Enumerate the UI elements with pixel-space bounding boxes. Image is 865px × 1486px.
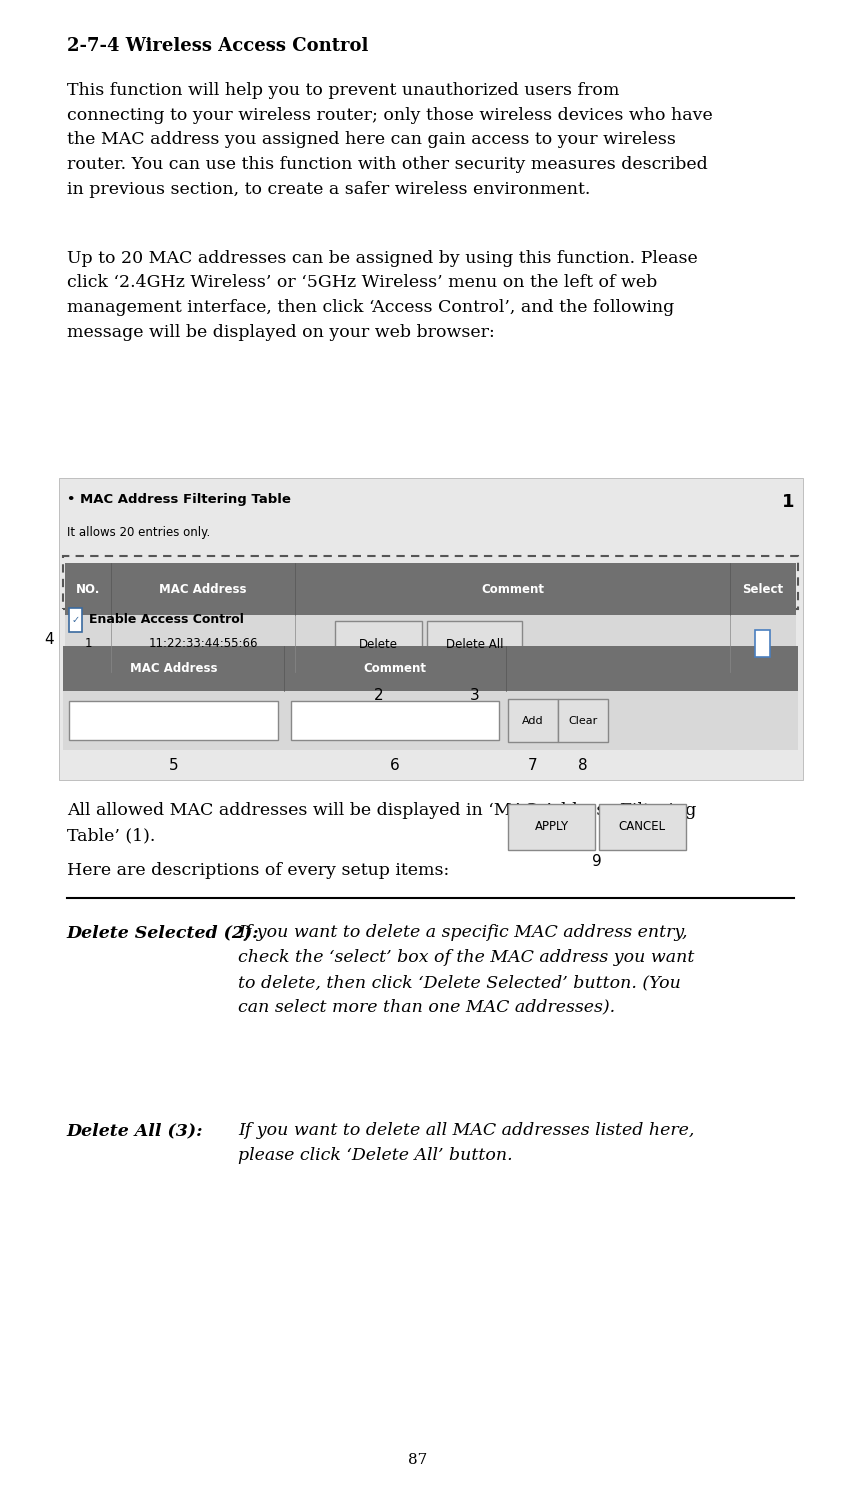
Text: ✓: ✓ <box>71 615 80 624</box>
Text: CANCEL: CANCEL <box>618 820 665 834</box>
FancyBboxPatch shape <box>62 691 798 750</box>
Text: Enable Access Control: Enable Access Control <box>88 614 243 626</box>
Text: NO.: NO. <box>76 583 100 596</box>
FancyBboxPatch shape <box>62 646 798 691</box>
Text: 87: 87 <box>408 1453 427 1467</box>
Text: 9: 9 <box>592 854 602 869</box>
Text: Comment: Comment <box>363 663 426 675</box>
FancyBboxPatch shape <box>69 701 278 740</box>
FancyBboxPatch shape <box>291 701 499 740</box>
Text: Delete All: Delete All <box>446 639 503 651</box>
Text: Up to 20 MAC addresses can be assigned by using this function. Please
click ‘2.4: Up to 20 MAC addresses can be assigned b… <box>67 250 698 342</box>
Text: APPLY: APPLY <box>535 820 569 834</box>
Text: MAC Address: MAC Address <box>159 583 247 596</box>
Text: 8: 8 <box>579 758 588 773</box>
Text: 2: 2 <box>374 688 383 703</box>
Text: All allowed MAC addresses will be displayed in ‘MAC Address Filtering
Table’ (1): All allowed MAC addresses will be displa… <box>67 802 696 844</box>
Text: If you want to delete all MAC addresses listed here,
please click ‘Delete All’ b: If you want to delete all MAC addresses … <box>238 1122 695 1164</box>
FancyBboxPatch shape <box>59 478 803 780</box>
Text: 1: 1 <box>782 493 794 511</box>
Text: It allows 20 entries only.: It allows 20 entries only. <box>67 526 210 539</box>
Text: Here are descriptions of every setup items:: Here are descriptions of every setup ite… <box>67 862 449 878</box>
Text: 7: 7 <box>529 758 538 773</box>
Text: Delete: Delete <box>359 639 398 651</box>
Text: Select: Select <box>742 583 784 596</box>
Text: 6: 6 <box>390 758 400 773</box>
Text: MAC Address: MAC Address <box>130 663 217 675</box>
FancyBboxPatch shape <box>65 615 796 672</box>
FancyBboxPatch shape <box>68 608 82 632</box>
Text: 11:22:33:44:55:66: 11:22:33:44:55:66 <box>149 637 258 649</box>
Text: Delete Selected (2):: Delete Selected (2): <box>67 924 260 941</box>
FancyBboxPatch shape <box>755 630 771 657</box>
FancyBboxPatch shape <box>599 804 686 850</box>
FancyBboxPatch shape <box>65 563 796 615</box>
Text: Add: Add <box>522 716 544 725</box>
Text: Clear: Clear <box>568 716 598 725</box>
FancyBboxPatch shape <box>509 804 595 850</box>
Text: 4: 4 <box>45 632 54 646</box>
Text: Comment: Comment <box>481 583 544 596</box>
Text: 2-7-4 Wireless Access Control: 2-7-4 Wireless Access Control <box>67 37 368 55</box>
Text: • MAC Address Filtering Table: • MAC Address Filtering Table <box>67 493 291 507</box>
Text: This function will help you to prevent unauthorized users from
connecting to you: This function will help you to prevent u… <box>67 82 713 198</box>
FancyBboxPatch shape <box>427 621 522 669</box>
FancyBboxPatch shape <box>336 621 422 669</box>
Text: 1: 1 <box>85 637 92 649</box>
Text: 5: 5 <box>169 758 178 773</box>
FancyBboxPatch shape <box>509 700 558 743</box>
Text: If you want to delete a specific MAC address entry,
check the ‘select’ box of th: If you want to delete a specific MAC add… <box>238 924 695 1016</box>
FancyBboxPatch shape <box>559 700 608 743</box>
Text: Delete All (3):: Delete All (3): <box>67 1122 203 1138</box>
Text: 3: 3 <box>470 688 480 703</box>
